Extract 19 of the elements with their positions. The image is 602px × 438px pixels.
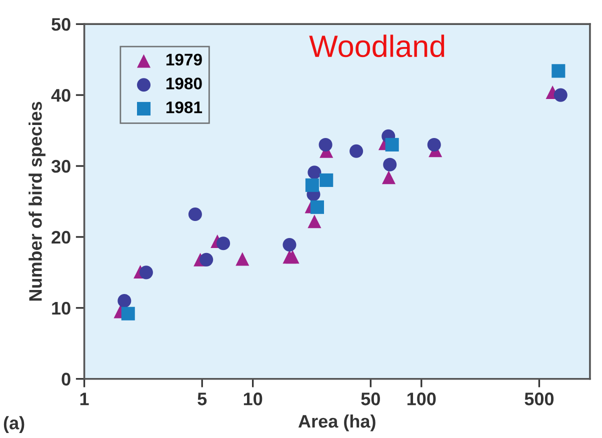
text: (a) xyxy=(4,416,24,433)
y-tick-label: 40 xyxy=(51,88,70,102)
x-tick-label: 500 xyxy=(524,392,554,406)
chart-title: Woodland xyxy=(309,34,444,58)
x-tick-label: 5 xyxy=(198,392,207,406)
x-tick-label: 1 xyxy=(80,392,89,406)
y-tick-label: 0 xyxy=(62,372,70,386)
x-tick-label: 100 xyxy=(407,392,436,406)
y-tick-label: 10 xyxy=(52,302,70,315)
y-tick-label: 20 xyxy=(52,230,70,244)
x-axis-title: Area (ha) xyxy=(298,414,376,432)
legend-label: 1980 xyxy=(166,78,202,90)
x-tick-label: 10 xyxy=(244,392,262,406)
y-axis-title: Number of bird species xyxy=(28,102,46,301)
x-tick-label: 50 xyxy=(361,392,380,406)
legend-label: 1981 xyxy=(166,101,202,114)
legend-label: 1979 xyxy=(166,54,202,66)
y-tick-label: 50 xyxy=(52,18,70,31)
y-tick-label: 30 xyxy=(51,160,70,173)
